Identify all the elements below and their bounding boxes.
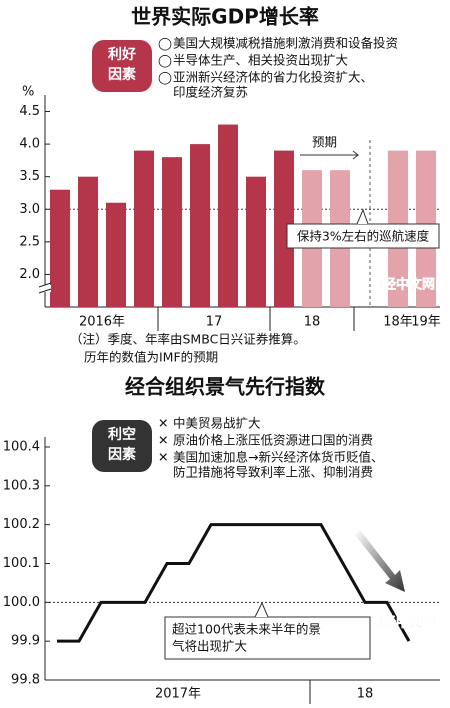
line	[57, 523, 411, 643]
bar	[190, 144, 210, 307]
y-tick-label: 100.4	[3, 440, 40, 455]
badge: 利空因素	[108, 426, 136, 463]
annotation: 超过100代表未来半年的景	[172, 622, 321, 637]
x-tick-label: 19年	[411, 315, 441, 330]
bullet-icon: ✕	[158, 450, 168, 465]
bullet: 半导体生产、相关投资出现扩大	[173, 53, 348, 68]
bullet: 美国加速加息→新兴经济体货币贬值、	[173, 450, 383, 465]
annotation-pointer	[356, 208, 369, 225]
y-tick-label: 3.5	[19, 169, 40, 184]
forecast-label: 预期	[312, 135, 337, 150]
x-group-label: 2016年	[79, 315, 125, 330]
chart-title: 经合组织景气先行指数	[125, 375, 326, 399]
axis-break	[38, 282, 52, 294]
x-group-label: 18	[357, 687, 374, 702]
y-tick-label: 100.2	[3, 517, 40, 532]
axis-break	[39, 285, 51, 292]
bullet: 美国大规模减税措施刺激消费和设备投资	[173, 36, 398, 51]
x-group-label: 18	[304, 315, 321, 330]
y-tick-label: 100.0	[3, 595, 40, 610]
bar	[246, 176, 266, 307]
y-tick-label: 4.5	[19, 104, 40, 119]
bar	[78, 176, 98, 307]
y-tick-label: 2.5	[19, 234, 40, 249]
annotation: 气将出现扩大	[172, 639, 247, 654]
bullet-icon: ◯	[158, 53, 172, 68]
y-tick-label: 3.0	[19, 202, 40, 217]
note: （注）季度、年率由SMBC日兴证券推算。	[70, 332, 306, 347]
note: 历年的数值为IMF的预期	[84, 350, 218, 365]
annotation-box	[164, 616, 371, 660]
x-group-label: 2017年	[155, 687, 201, 702]
y-tick-label: 100.3	[3, 478, 40, 493]
chart-title: 世界实际GDP增长率	[131, 5, 319, 29]
bullet: 原油价格上涨压低资源进口国的消费	[173, 433, 373, 448]
y-tick-label: 2.0	[19, 267, 40, 282]
bullet: 中美贸易战扩大	[173, 416, 261, 431]
x-group-label: 17	[206, 315, 223, 330]
y-tick-label: 99.8	[11, 673, 40, 688]
bullet-icon: ✕	[158, 416, 168, 431]
bullet: 印度经济复苏	[173, 85, 248, 100]
badge: 利好因素	[108, 46, 136, 83]
annotation-pointer	[254, 601, 269, 618]
bullet-icon: ◯	[158, 70, 172, 85]
forecast-arrow	[300, 150, 360, 160]
trend-arrow	[355, 530, 405, 592]
bar	[106, 202, 126, 307]
y-tick-label: 99.9	[11, 634, 40, 649]
watermark: 日经中文网	[370, 615, 435, 631]
badge-bg	[92, 420, 152, 472]
bullet: 亚洲新兴经济体的省力化投资扩大、	[173, 70, 373, 85]
y-unit: %	[22, 85, 34, 100]
bar	[162, 157, 182, 307]
badge-bg	[92, 40, 152, 92]
bar	[134, 150, 154, 307]
watermark: 日经中文网	[370, 277, 435, 293]
bullet: 防卫措施将导致利率上涨、抑制消费	[173, 465, 373, 480]
bar	[274, 150, 294, 307]
bar	[218, 124, 238, 307]
y-tick-label: 4.0	[19, 137, 40, 152]
x-tick-label: 18年	[383, 315, 413, 330]
y-tick-label: 100.1	[3, 556, 40, 571]
bullet-icon: ◯	[158, 36, 172, 51]
annotation-box	[286, 223, 440, 249]
annotation: 保持3%左右的巡航速度	[297, 229, 430, 244]
bullet-icon: ✕	[158, 433, 168, 448]
bar	[50, 189, 70, 307]
